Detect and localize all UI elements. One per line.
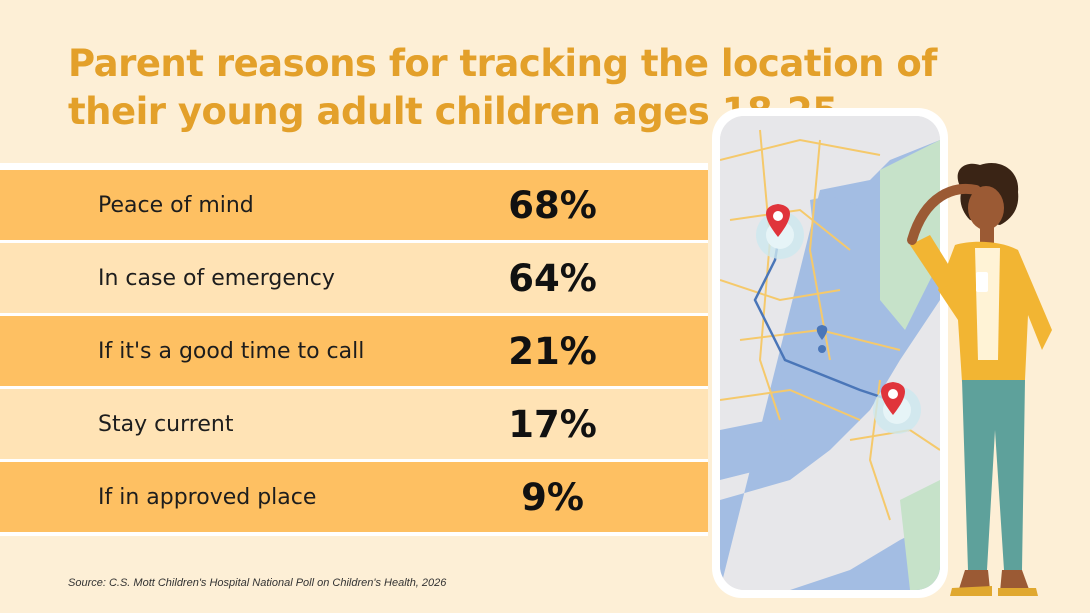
chart-title: Parent reasons for tracking the location… bbox=[68, 42, 937, 133]
percent-value: 68% bbox=[508, 183, 597, 227]
table-row: If it's a good time to call 21% bbox=[0, 316, 708, 386]
reason-label: Stay current bbox=[98, 411, 234, 437]
table-row: Peace of mind 68% bbox=[0, 170, 708, 240]
reason-label: In case of emergency bbox=[98, 265, 335, 291]
user-location-icon bbox=[816, 325, 828, 353]
percent-value: 64% bbox=[508, 256, 597, 300]
location-pin-icon bbox=[881, 382, 905, 415]
map-graphic bbox=[720, 116, 940, 590]
phone-map-illustration bbox=[712, 108, 1052, 598]
reason-label: If in approved place bbox=[98, 484, 317, 510]
reasons-table: Peace of mind 68% In case of emergency 6… bbox=[0, 163, 708, 536]
percent-value: 9% bbox=[521, 475, 584, 519]
table-row: If in approved place 9% bbox=[0, 462, 708, 532]
reason-label: If it's a good time to call bbox=[98, 338, 365, 364]
location-pin-icon bbox=[766, 204, 790, 237]
percent-value: 21% bbox=[508, 329, 597, 373]
table-row: In case of emergency 64% bbox=[0, 243, 708, 313]
reason-label: Peace of mind bbox=[98, 192, 254, 218]
woman-illustration bbox=[907, 163, 1052, 596]
source-note: Source: C.S. Mott Children's Hospital Na… bbox=[68, 577, 447, 589]
percent-value: 17% bbox=[508, 402, 597, 446]
table-row: Stay current 17% bbox=[0, 389, 708, 459]
